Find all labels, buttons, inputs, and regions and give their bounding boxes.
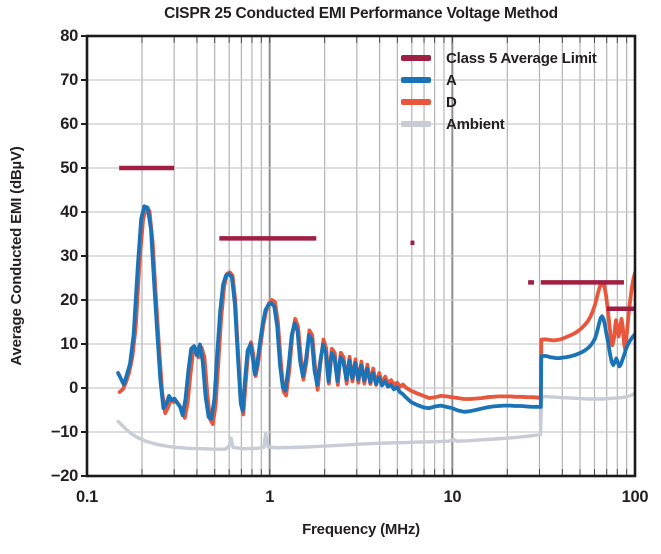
y-axis-label: Average Conducted EMI (dBµV) [8,146,25,366]
x-tick-label: 1 [265,488,274,506]
series-a-line [116,204,636,421]
legend-item-d: D [401,91,597,113]
legend-item-a: A [401,69,597,91]
y-tick-label: 40 [60,203,78,221]
x-axis-label: Frequency (MHz) [302,521,420,538]
y-tick-label: 50 [60,159,78,177]
series-a-swatch-icon [401,76,431,84]
x-tick-label: 0.1 [76,488,98,506]
series-ambient-line [116,391,636,451]
legend-item-label: Class 5 Average Limit [446,49,597,67]
y-tick-label: −20 [51,467,78,485]
legend-item-label: Ambient [446,115,505,133]
class5-limit-swatch-icon [401,54,431,62]
y-tick-label: 60 [60,115,78,133]
legend-item-ambient: Ambient [401,113,597,135]
page-title: CISPR 25 Conducted EMI Performance Volta… [164,5,558,22]
plot-frame [85,34,637,478]
x-tick-label: 100 [622,488,649,506]
y-tick-label: 30 [60,247,78,265]
legend-item-class5-limit: Class 5 Average Limit [401,47,597,69]
y-tick-label: 10 [60,335,78,353]
series-d-swatch-icon [401,98,431,106]
ambient-swatch-icon [401,120,431,128]
limit-lines [119,165,635,312]
y-tick-label: 70 [60,71,78,89]
plot-border [85,34,637,478]
axis-ticks [81,35,628,477]
legend: Class 5 Average Limit A D Ambient [401,47,597,135]
y-tick-label: −10 [51,423,78,441]
legend-item-label: D [446,93,457,111]
x-tick-label: 10 [443,488,461,506]
data-series [116,204,636,451]
y-tick-label: 20 [60,291,78,309]
y-tick-label: 0 [69,379,78,397]
legend-item-label: A [446,71,457,89]
y-tick-label: 80 [60,27,78,45]
